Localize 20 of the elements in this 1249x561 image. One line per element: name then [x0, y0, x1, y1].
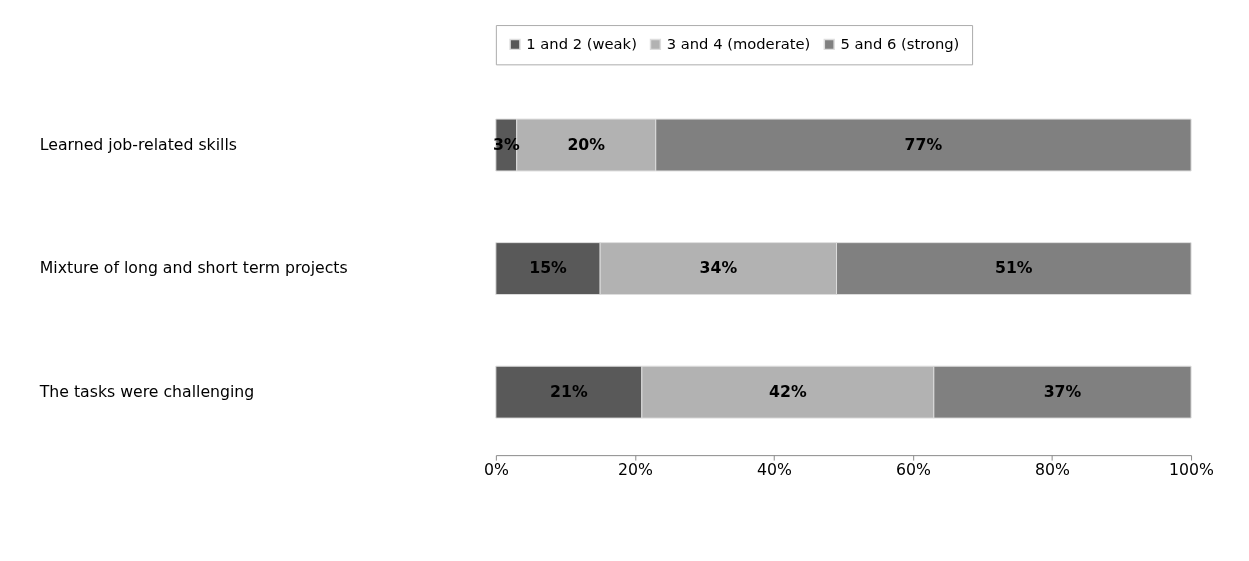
x-tick-label: 20%: [617, 460, 653, 480]
data-label: 15%: [529, 258, 568, 278]
y-tick-label: Learned job-related skills: [39, 134, 237, 154]
y-tick-label: Mixture of long and short term projects: [39, 258, 348, 278]
legend-label: 1 and 2 (weak): [526, 35, 637, 53]
data-label: 37%: [1043, 382, 1082, 402]
y-tick-label: The tasks were challenging: [38, 382, 255, 402]
data-label: 42%: [769, 382, 807, 402]
x-tick-label: 80%: [1035, 460, 1071, 480]
data-label: 20%: [567, 134, 606, 154]
data-label: 77%: [904, 134, 943, 154]
x-tick-label: 100%: [1169, 460, 1215, 480]
x-tick-label: 60%: [896, 460, 932, 480]
data-label: 21%: [550, 382, 588, 402]
data-label: 34%: [699, 258, 738, 278]
data-label: 51%: [994, 258, 1033, 278]
legend-label: 5 and 6 (strong): [840, 35, 960, 53]
x-tick-label: 0%: [483, 460, 509, 480]
legend-label: 3 and 4 (moderate): [666, 35, 811, 53]
x-tick-label: 40%: [756, 460, 792, 480]
